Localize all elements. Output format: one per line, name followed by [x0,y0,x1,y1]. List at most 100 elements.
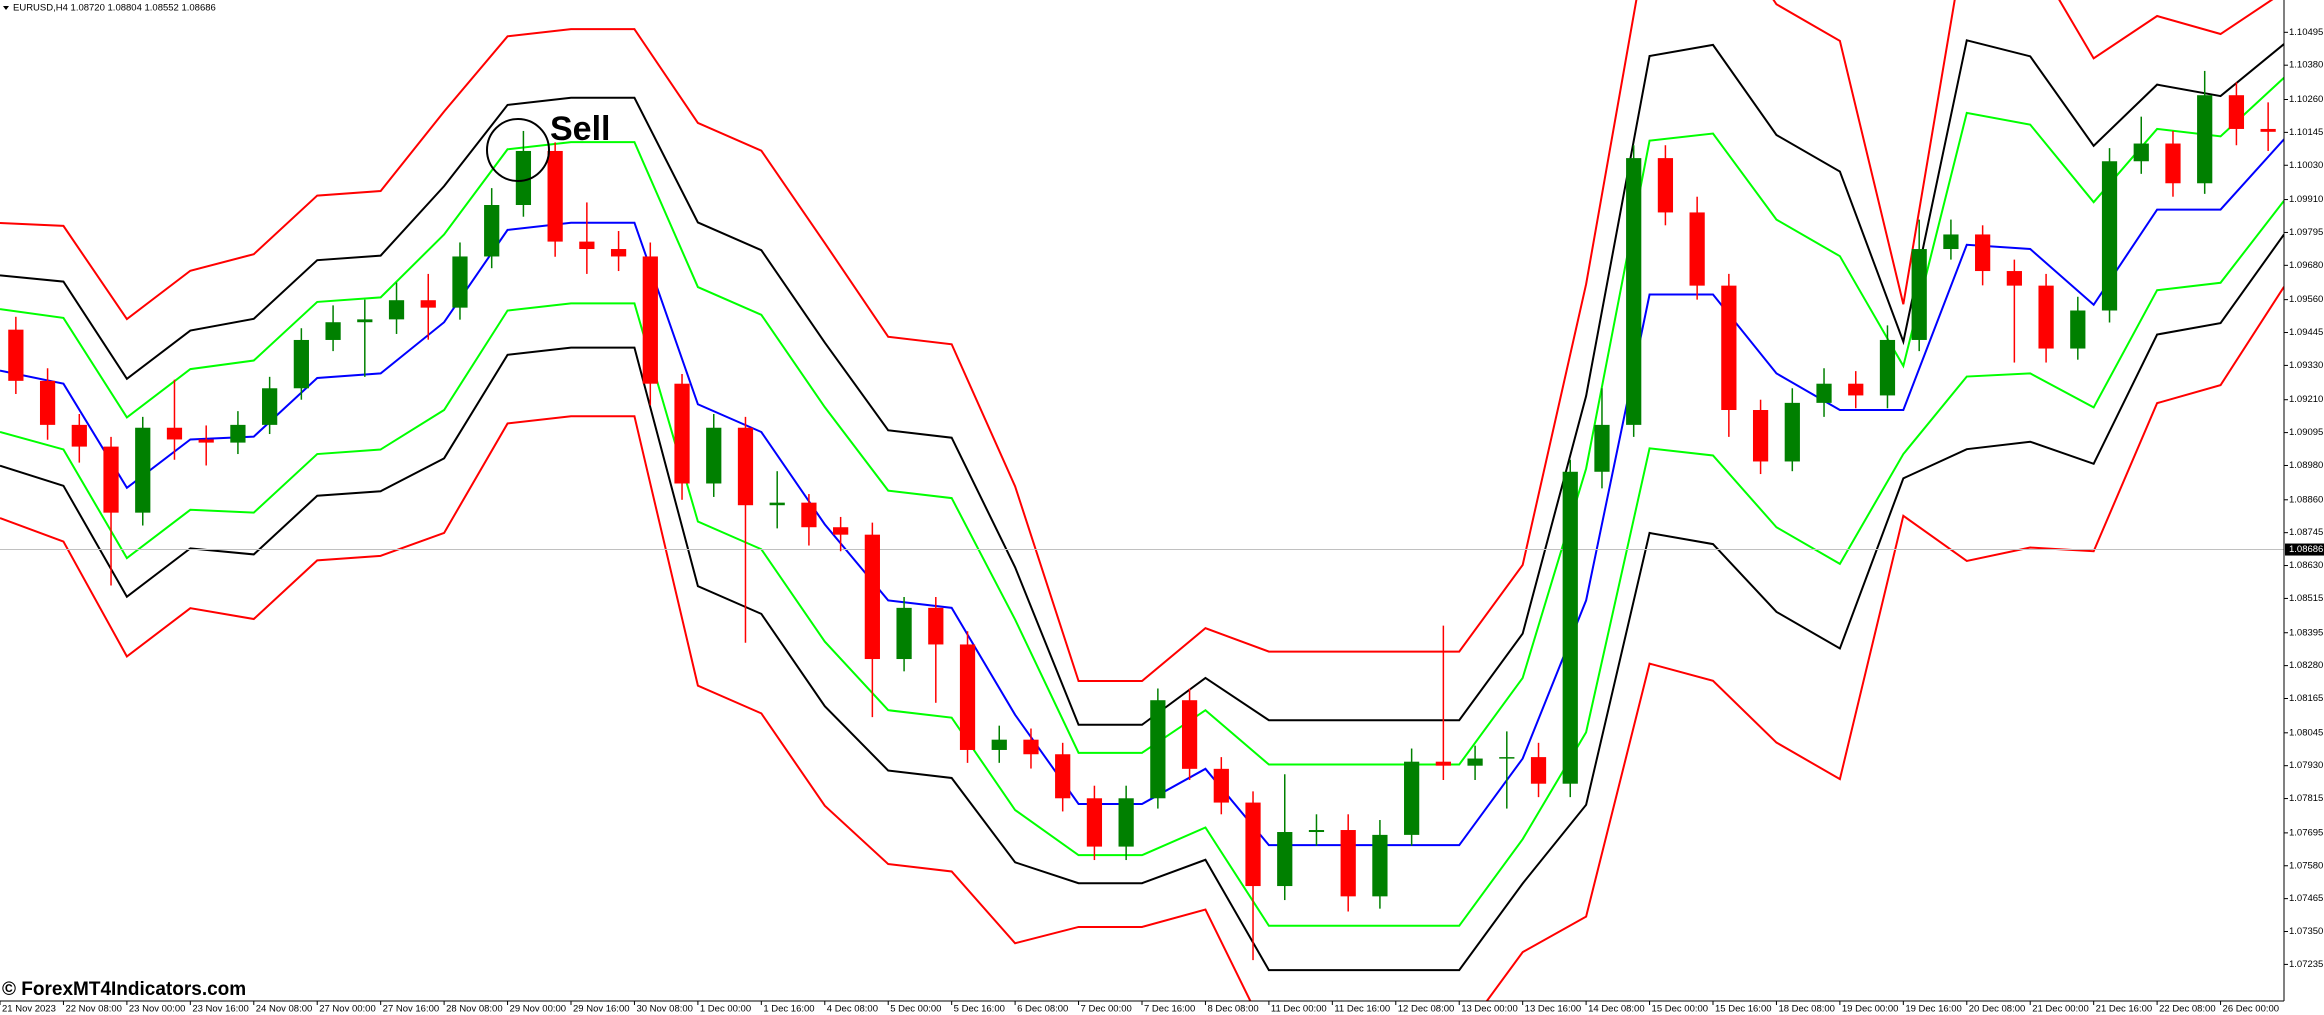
candle-body [896,607,912,660]
band-line [0,286,2284,1001]
x-tick-label: 15 Dec 16:00 [1715,1004,1772,1015]
x-tick-label: 13 Dec 00:00 [1461,1004,1518,1015]
y-tick-label: 1.08395 [2289,627,2323,638]
y-tick-label: 1.09210 [2289,394,2323,405]
candle-body [1308,830,1325,833]
x-tick-label: 30 Nov 08:00 [636,1004,693,1015]
y-tick-label: 1.08980 [2289,460,2323,471]
x-tick-label: 29 Nov 00:00 [510,1004,567,1015]
candle-body [39,380,56,425]
x-tick-label: 22 Nov 08:00 [65,1004,122,1015]
band-line [0,138,2284,847]
candle-body [2260,128,2276,132]
y-tick-label: 1.08745 [2289,527,2323,538]
candle-body [801,502,817,528]
x-tick-label: 1 Dec 16:00 [763,1004,814,1015]
y-tick-label: 1.09330 [2289,360,2323,371]
y-tick-label: 1.10380 [2289,60,2323,71]
candle-body [2070,310,2086,349]
y-tick-label: 1.09910 [2289,194,2323,205]
x-tick-label: 20 Dec 08:00 [1969,1004,2026,1015]
y-tick-label: 1.10260 [2289,94,2323,105]
y-tick-label: 1.07930 [2289,760,2323,771]
x-tick-label: 15 Dec 00:00 [1652,1004,1709,1015]
candle-body [1023,739,1039,755]
x-tick-label: 5 Dec 16:00 [954,1004,1005,1015]
candle-body [928,607,944,645]
candle-body [1752,410,1769,462]
band-line [0,0,2274,683]
x-tick-label: 13 Dec 16:00 [1525,1004,1582,1015]
x-tick-label: 19 Dec 00:00 [1842,1004,1899,1015]
candle-body [706,427,722,484]
current-price-label: 1.08686 [2289,544,2323,555]
candle-body [737,427,754,506]
x-tick-label: 21 Dec 16:00 [2096,1004,2153,1015]
candle-body [1435,761,1451,766]
menu-triangle [3,6,9,10]
candle-body [135,427,151,513]
candle-body [642,256,658,384]
x-tick-label: 24 Nov 08:00 [256,1004,313,1015]
candle-body [1657,158,1674,213]
x-tick-label: 29 Nov 16:00 [573,1004,630,1015]
band-line [0,200,2284,927]
candle-body [325,322,341,340]
candle-body [2133,143,2149,162]
y-tick-label: 1.08280 [2289,660,2323,671]
candle-body [1181,700,1198,769]
y-tick-label: 1.10030 [2289,160,2323,171]
y-tick-label: 1.09560 [2289,294,2323,305]
x-tick-label: 12 Dec 08:00 [1398,1004,1455,1015]
candle-body [1467,758,1483,766]
x-tick-label: 27 Nov 00:00 [319,1004,376,1015]
y-tick-label: 1.07580 [2289,860,2323,871]
y-tick-label: 1.08630 [2289,560,2323,571]
y-tick-label: 1.09795 [2289,227,2323,238]
candle-body [1372,834,1388,897]
y-tick-label: 1.09445 [2289,327,2323,338]
candle-body [2228,95,2245,129]
candle-body [1213,768,1229,803]
x-tick-label: 1 Dec 00:00 [700,1004,751,1015]
candle-body [388,300,405,320]
current-price-box [2285,543,2324,556]
candle-body [864,534,880,660]
candle-body [1055,754,1071,799]
candle-body [547,150,563,242]
chart-title: EURUSD,H4 1.08720 1.08804 1.08552 1.0868… [13,3,216,14]
y-tick-label: 1.09095 [2289,427,2323,438]
x-tick-label: 28 Nov 08:00 [446,1004,503,1015]
y-tick-label: 1.08515 [2289,593,2323,604]
candle-body [1340,830,1356,897]
x-tick-label: 6 Dec 08:00 [1017,1004,1068,1015]
candle-body [1721,285,1737,411]
band-line [0,77,2284,766]
candle-body [1943,234,1959,250]
x-tick-label: 22 Dec 08:00 [2159,1004,2216,1015]
x-tick-label: 26 Dec 00:00 [2223,1004,2280,1015]
y-tick-label: 1.10145 [2289,127,2323,138]
x-tick-label: 23 Nov 16:00 [192,1004,249,1015]
candle-body [769,502,785,506]
x-tick-label: 14 Dec 08:00 [1588,1004,1645,1015]
candle-body [610,249,627,257]
candle-body [1689,212,1705,286]
candle-body [1911,249,1927,340]
annotation: Sell [550,110,610,148]
y-tick-label: 1.09680 [2289,260,2323,271]
x-tick-label: 11 Dec 16:00 [1334,1004,1390,1015]
x-tick-label: 19 Dec 16:00 [1905,1004,1962,1015]
y-tick-label: 1.07815 [2289,793,2323,804]
x-tick-label: 21 Dec 00:00 [2032,1004,2089,1015]
candle-body [991,739,1007,750]
y-tick-label: 1.08165 [2289,693,2323,704]
x-tick-label: 23 Nov 00:00 [129,1004,186,1015]
y-tick-label: 1.07235 [2289,959,2323,970]
candle-body [2038,285,2054,349]
candle-body [515,150,532,206]
candle-body [198,439,214,443]
candle-body [1975,234,1991,272]
